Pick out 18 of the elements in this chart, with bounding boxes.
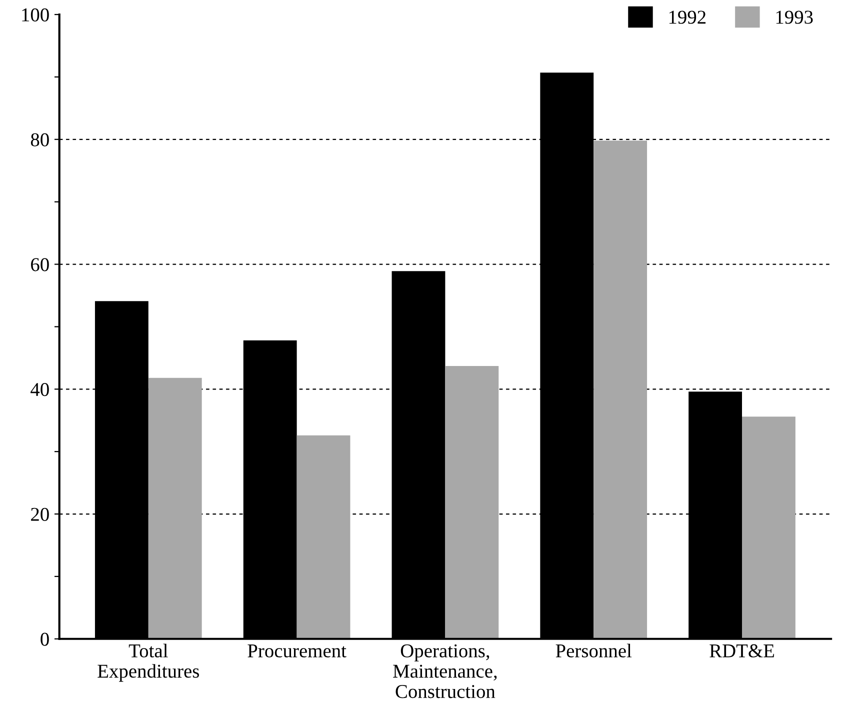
x-tick-label: Personnel [556, 644, 632, 658]
bar [594, 140, 648, 639]
y-tick-label: 20 [31, 508, 49, 521]
x-tick-label: Operations, Maintenance, Construction [393, 644, 497, 698]
legend-label: 1992 [669, 10, 706, 24]
y-tick-label: 100 [22, 8, 49, 22]
x-tick-label: Procurement [248, 644, 346, 658]
y-tick-label: 40 [30, 382, 49, 396]
bar [742, 416, 796, 639]
y-tick-label: 0 [40, 632, 49, 646]
x-tick-label: RDT&E [710, 644, 774, 658]
y-tick-label: 60 [31, 258, 49, 272]
x-tick-label: Total Expenditures [98, 644, 199, 682]
y-tick-label: 80 [30, 133, 49, 146]
legend-label: 1993 [776, 10, 813, 24]
bar [445, 366, 499, 639]
bar [296, 435, 350, 639]
bar [148, 378, 202, 639]
